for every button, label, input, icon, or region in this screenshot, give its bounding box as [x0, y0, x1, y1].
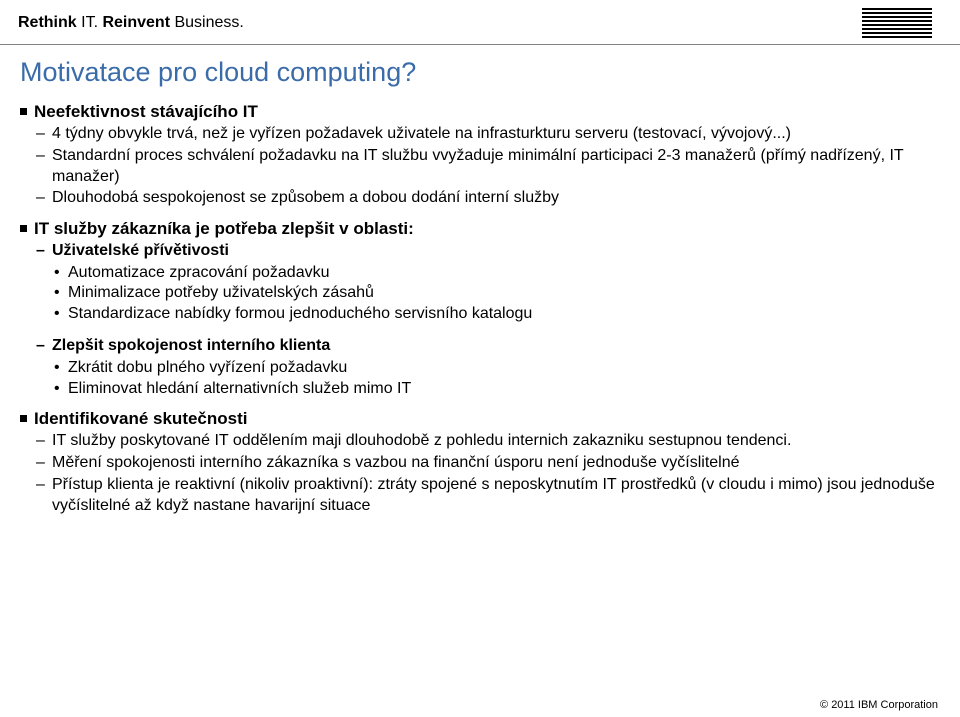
tagline: Rethink IT. Reinvent Business.: [18, 14, 244, 32]
tagline-plain-2: Business.: [170, 14, 244, 31]
slide-title: Motivatace pro cloud computing?: [20, 57, 940, 88]
subsection-label: Uživatelské přívětivosti: [52, 242, 229, 259]
bullet-list: Neefektivnost stávajícího IT 4 týdny obv…: [20, 102, 940, 516]
slide-body: Motivatace pro cloud computing? Neefekti…: [0, 45, 960, 516]
slide-header: Rethink IT. Reinvent Business.: [0, 0, 960, 45]
list-item: Eliminovat hledání alternativních služeb…: [52, 379, 940, 399]
list-item: 4 týdny obvykle trvá, než je vyřízen pož…: [34, 124, 940, 145]
list-item: Standardizace nabídky formou jednoduchéh…: [52, 304, 940, 324]
tagline-plain-1: IT.: [77, 14, 103, 31]
subsection-label: Zlepšit spokojenost interního klienta: [52, 337, 330, 354]
section-heading: Identifikované skutečnosti: [34, 409, 248, 428]
tagline-bold-2: Reinvent: [102, 14, 170, 31]
list-item: Minimalizace potřeby uživatelských zásah…: [52, 283, 940, 303]
subsection-spokojenost: Zlepšit spokojenost interního klienta Zk…: [34, 336, 940, 399]
list-item: Automatizace zpracování požadavku: [52, 263, 940, 283]
subsection-privetivost: Uživatelské přívětivosti Automatizace zp…: [34, 241, 940, 324]
copyright-footer: © 2011 IBM Corporation: [820, 699, 938, 711]
list-item: Měření spokojenosti interního zákazníka …: [34, 453, 940, 474]
ibm-logo-icon: [862, 8, 932, 38]
section-heading: IT služby zákazníka je potřeba zlepšit v…: [34, 219, 414, 238]
section-it-sluzby: IT služby zákazníka je potřeba zlepšit v…: [20, 219, 940, 399]
list-item: Dlouhodobá sespokojenost se způsobem a d…: [34, 188, 940, 209]
list-item: Přístup klienta je reaktivní (nikoliv pr…: [34, 475, 940, 517]
list-item: Standardní proces schválení požadavku na…: [34, 146, 940, 188]
list-item: IT služby poskytované IT oddělením maji …: [34, 431, 940, 452]
section-heading: Neefektivnost stávajícího IT: [34, 102, 258, 121]
section-identifikovane: Identifikované skutečnosti IT služby pos…: [20, 409, 940, 516]
tagline-bold-1: Rethink: [18, 14, 77, 31]
section-neefektivnost: Neefektivnost stávajícího IT 4 týdny obv…: [20, 102, 940, 209]
list-item: Zkrátit dobu plného vyřízení požadavku: [52, 358, 940, 378]
